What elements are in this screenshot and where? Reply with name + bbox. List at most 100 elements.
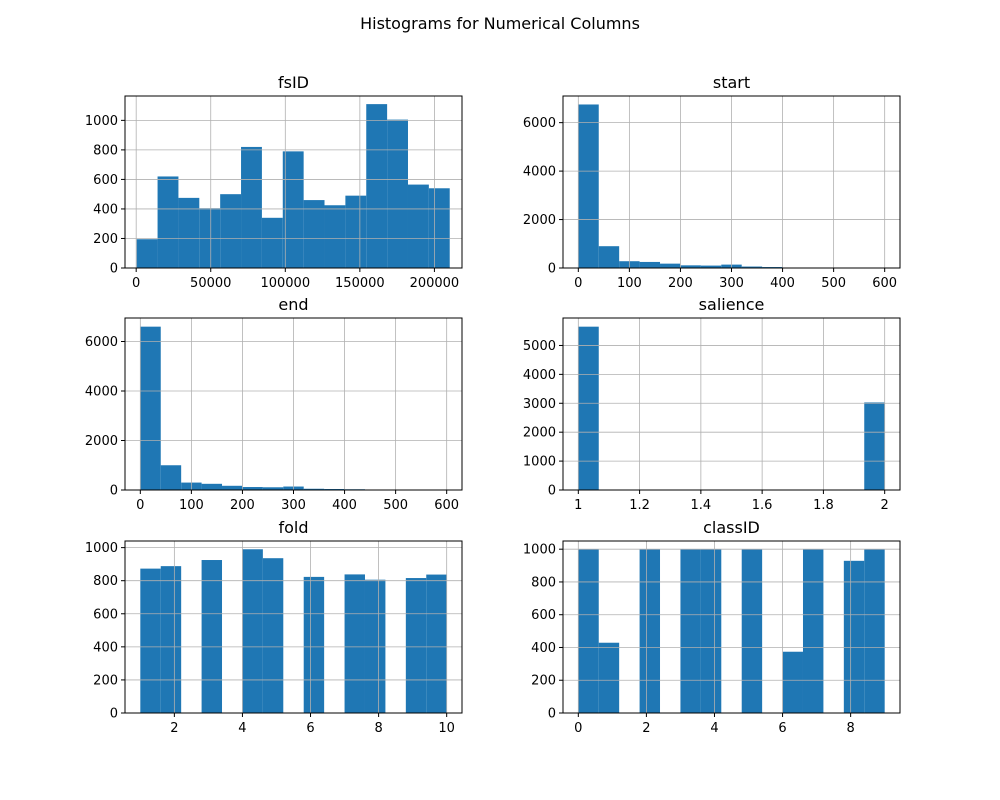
bar xyxy=(598,642,620,713)
bar xyxy=(364,579,386,713)
bar xyxy=(598,246,620,268)
bar xyxy=(843,560,865,713)
x-tick-label: 1.8 xyxy=(813,498,834,513)
x-tick-label: 100000 xyxy=(260,276,310,291)
x-tick-label: 6 xyxy=(778,721,786,736)
y-tick-label: 6000 xyxy=(85,335,118,350)
bar xyxy=(741,266,763,268)
x-tick-label: 1 xyxy=(574,498,582,513)
bar xyxy=(157,176,179,268)
bar xyxy=(303,488,325,490)
bar xyxy=(639,261,661,268)
bar xyxy=(426,574,447,713)
y-tick-label: 2000 xyxy=(523,213,556,228)
y-tick-label: 1000 xyxy=(523,455,556,470)
bar xyxy=(387,119,408,268)
y-tick-label: 400 xyxy=(93,640,118,655)
x-tick-label: 300 xyxy=(281,498,306,513)
x-tick-label: 500 xyxy=(821,276,846,291)
histogram-fsID: 0 50000 100000 150000 200000 0 200 400 600 800 100… xyxy=(85,73,463,291)
x-tick-label: 0 xyxy=(136,498,144,513)
y-tick-label: 5000 xyxy=(523,339,556,354)
x-tick-label: 200000 xyxy=(410,276,460,291)
bar xyxy=(741,549,763,713)
x-tick-label: 0 xyxy=(574,276,582,291)
bar xyxy=(220,194,242,268)
bar xyxy=(864,549,885,713)
bar xyxy=(680,549,701,713)
y-tick-label: 1000 xyxy=(85,541,118,556)
y-tick-label: 0 xyxy=(110,484,118,499)
histogram-title: fsID xyxy=(278,73,309,92)
bar xyxy=(639,549,661,713)
x-tick-label: 600 xyxy=(872,276,897,291)
histogram-panels: 0 50000 100000 150000 2000000200400600800100… xyxy=(85,73,901,736)
bar xyxy=(700,265,722,268)
bar xyxy=(242,549,263,713)
histogram-title: fold xyxy=(278,518,308,537)
axes-frame xyxy=(124,95,463,269)
bar xyxy=(241,146,262,268)
bar xyxy=(782,651,803,713)
bar xyxy=(660,263,681,268)
x-tick-label: 200 xyxy=(668,276,693,291)
y-tick-label: 400 xyxy=(93,202,118,217)
y-tick-label: 600 xyxy=(531,608,556,623)
bar xyxy=(578,549,599,713)
bar xyxy=(178,197,200,268)
x-tick-label: 600 xyxy=(434,498,459,513)
y-tick-label: 600 xyxy=(93,173,118,188)
bar xyxy=(802,549,824,713)
x-tick-label: 4 xyxy=(710,721,718,736)
x-tick-label: 0 xyxy=(132,276,140,291)
figure-title: Histograms for Numerical Columns xyxy=(360,14,640,33)
x-tick-label: 1.2 xyxy=(629,498,650,513)
y-tick-label: 0 xyxy=(548,262,556,277)
y-tick-label: 4000 xyxy=(523,165,556,180)
x-tick-label: 2 xyxy=(170,721,178,736)
y-tick-label: 1000 xyxy=(85,114,118,129)
bar xyxy=(345,195,367,268)
x-tick-label: 8 xyxy=(847,721,855,736)
bar xyxy=(344,574,365,713)
bar xyxy=(201,560,223,713)
axes-frame xyxy=(124,540,463,714)
x-tick-label: 1.4 xyxy=(691,498,712,513)
x-tick-label: 200 xyxy=(230,498,255,513)
x-tick-label: 2 xyxy=(642,721,650,736)
y-tick-label: 4000 xyxy=(85,385,118,400)
bar xyxy=(140,568,161,713)
bar xyxy=(405,578,427,713)
x-tick-label: 100 xyxy=(179,498,204,513)
y-tick-label: 200 xyxy=(93,673,118,688)
bar xyxy=(262,558,284,713)
bar xyxy=(262,487,284,490)
y-tick-label: 800 xyxy=(93,574,118,589)
x-tick-label: 50000 xyxy=(190,276,231,291)
x-tick-label: 1.6 xyxy=(752,498,773,513)
y-tick-label: 1000 xyxy=(523,543,556,558)
axes-frame xyxy=(562,317,901,491)
bar xyxy=(680,265,701,268)
y-tick-label: 6000 xyxy=(523,116,556,131)
y-tick-label: 2000 xyxy=(85,434,118,449)
x-tick-label: 150000 xyxy=(335,276,385,291)
histogram-fold: 2 4 6 8 10 0 200 400 600 800 1000 fold xyxy=(85,518,463,736)
histogram-salience: 1 1.2 1.4 1.6 1.8 2 0 1000 2000 3000 4000 5000 salie… xyxy=(523,295,901,513)
bar xyxy=(578,104,599,268)
x-tick-label: 100 xyxy=(617,276,642,291)
bar xyxy=(303,200,325,268)
x-tick-label: 0 xyxy=(574,721,582,736)
y-tick-label: 0 xyxy=(548,707,556,722)
bar xyxy=(201,483,223,490)
bar xyxy=(136,239,158,268)
y-tick-label: 800 xyxy=(93,143,118,158)
bar xyxy=(222,485,243,490)
x-tick-label: 300 xyxy=(719,276,744,291)
y-tick-label: 0 xyxy=(110,262,118,277)
bar xyxy=(303,576,325,713)
x-tick-label: 400 xyxy=(770,276,795,291)
